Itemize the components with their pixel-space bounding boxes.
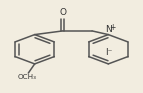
Text: N: N [105, 25, 112, 34]
Text: OCH₃: OCH₃ [18, 74, 37, 80]
Text: +: + [109, 23, 115, 32]
Text: O: O [59, 8, 66, 17]
Text: I⁻: I⁻ [105, 48, 113, 57]
